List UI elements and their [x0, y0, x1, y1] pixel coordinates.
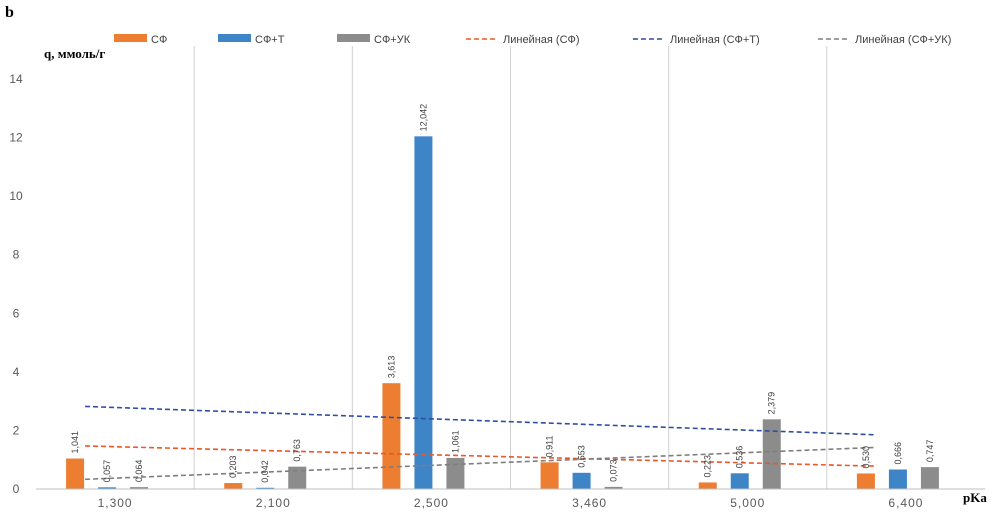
data-label: 1,061: [450, 430, 460, 453]
legend: СФ СФ+Т СФ+УК Линейная (СФ) Линейная (СФ+Т) Л…: [114, 34, 951, 46]
x-tick-label: 1,300: [98, 496, 133, 510]
bar: [414, 136, 433, 489]
bar: [66, 458, 85, 489]
data-label: 0,553: [577, 445, 587, 468]
panel-letter: b: [5, 4, 14, 21]
data-label: 0,763: [292, 439, 302, 462]
legend-swatch: [114, 34, 147, 42]
bar: [446, 457, 465, 489]
bar: [130, 487, 149, 489]
data-label: 0,073: [609, 459, 619, 482]
legend-swatch: [337, 34, 370, 42]
x-tick-label: 3,460: [572, 496, 607, 510]
legend-label: Линейная (СФ+УК): [855, 34, 951, 46]
bar: [604, 486, 623, 489]
trendline: [85, 405, 876, 436]
bar: [698, 482, 717, 489]
bar: [98, 487, 117, 489]
trendline: [85, 445, 876, 467]
data-label: 0,057: [102, 460, 112, 483]
data-labels: 1,041 0,203 3,613 0,911 0,223 0,530 0,057 0,042…: [70, 104, 935, 483]
legend-label: Линейная (СФ): [503, 34, 580, 46]
bar: [540, 462, 559, 489]
y-tick-label: 10: [9, 189, 23, 203]
data-label: 2,379: [767, 392, 777, 415]
data-label: 0,530: [861, 446, 871, 469]
bar: [382, 383, 401, 489]
y-tick-label: 0: [13, 482, 20, 496]
data-label: 12,042: [418, 104, 428, 132]
bar: [572, 472, 591, 489]
legend-label: СФ+УК: [374, 34, 411, 46]
bar: [920, 467, 939, 489]
data-label: 0,203: [228, 456, 238, 479]
grid: [193, 46, 828, 489]
y-tick-label: 4: [13, 365, 20, 379]
data-label: 0,042: [260, 460, 270, 483]
legend-swatch: [218, 34, 251, 42]
x-tick-label: 6,400: [888, 496, 923, 510]
data-label: 3,613: [386, 356, 396, 379]
y-axis-label: q, ммоль/г: [44, 46, 105, 61]
data-label: 0,747: [925, 440, 935, 463]
legend-label: СФ: [151, 34, 167, 46]
bar: [762, 419, 781, 489]
x-axis-ticks: 1,300 2,100 2,500 3,460 5,000 6,400: [98, 496, 923, 510]
x-tick-label: 2,100: [256, 496, 291, 510]
data-label: 0,911: [545, 435, 555, 457]
data-label: 0,536: [735, 446, 745, 469]
bars: [66, 136, 939, 489]
data-label: 1,041: [70, 431, 80, 454]
data-label: 0,064: [134, 460, 144, 483]
y-tick-label: 2: [13, 423, 20, 437]
y-tick-label: 8: [13, 248, 20, 262]
legend-label: Линейная (СФ+Т): [670, 34, 760, 46]
bar: [256, 487, 275, 489]
data-label: 0,666: [893, 442, 903, 465]
y-tick-label: 12: [9, 131, 23, 145]
y-tick-label: 14: [9, 72, 23, 86]
legend-label: СФ+Т: [255, 34, 285, 46]
x-tick-label: 5,000: [730, 496, 765, 510]
x-tick-label: 2,500: [414, 496, 449, 510]
bar: [888, 469, 907, 489]
bar: [224, 483, 243, 489]
y-tick-label: 6: [13, 306, 20, 320]
y-axis-ticks: 0 2 4 6 8 10 12 14: [9, 72, 23, 496]
x-axis-label: pKa: [963, 490, 987, 505]
data-label: 0,223: [703, 455, 713, 478]
bar: [856, 473, 875, 489]
bar: [288, 466, 307, 489]
bar: [730, 473, 749, 489]
trendline: [85, 446, 876, 481]
trendlines: [85, 405, 876, 481]
